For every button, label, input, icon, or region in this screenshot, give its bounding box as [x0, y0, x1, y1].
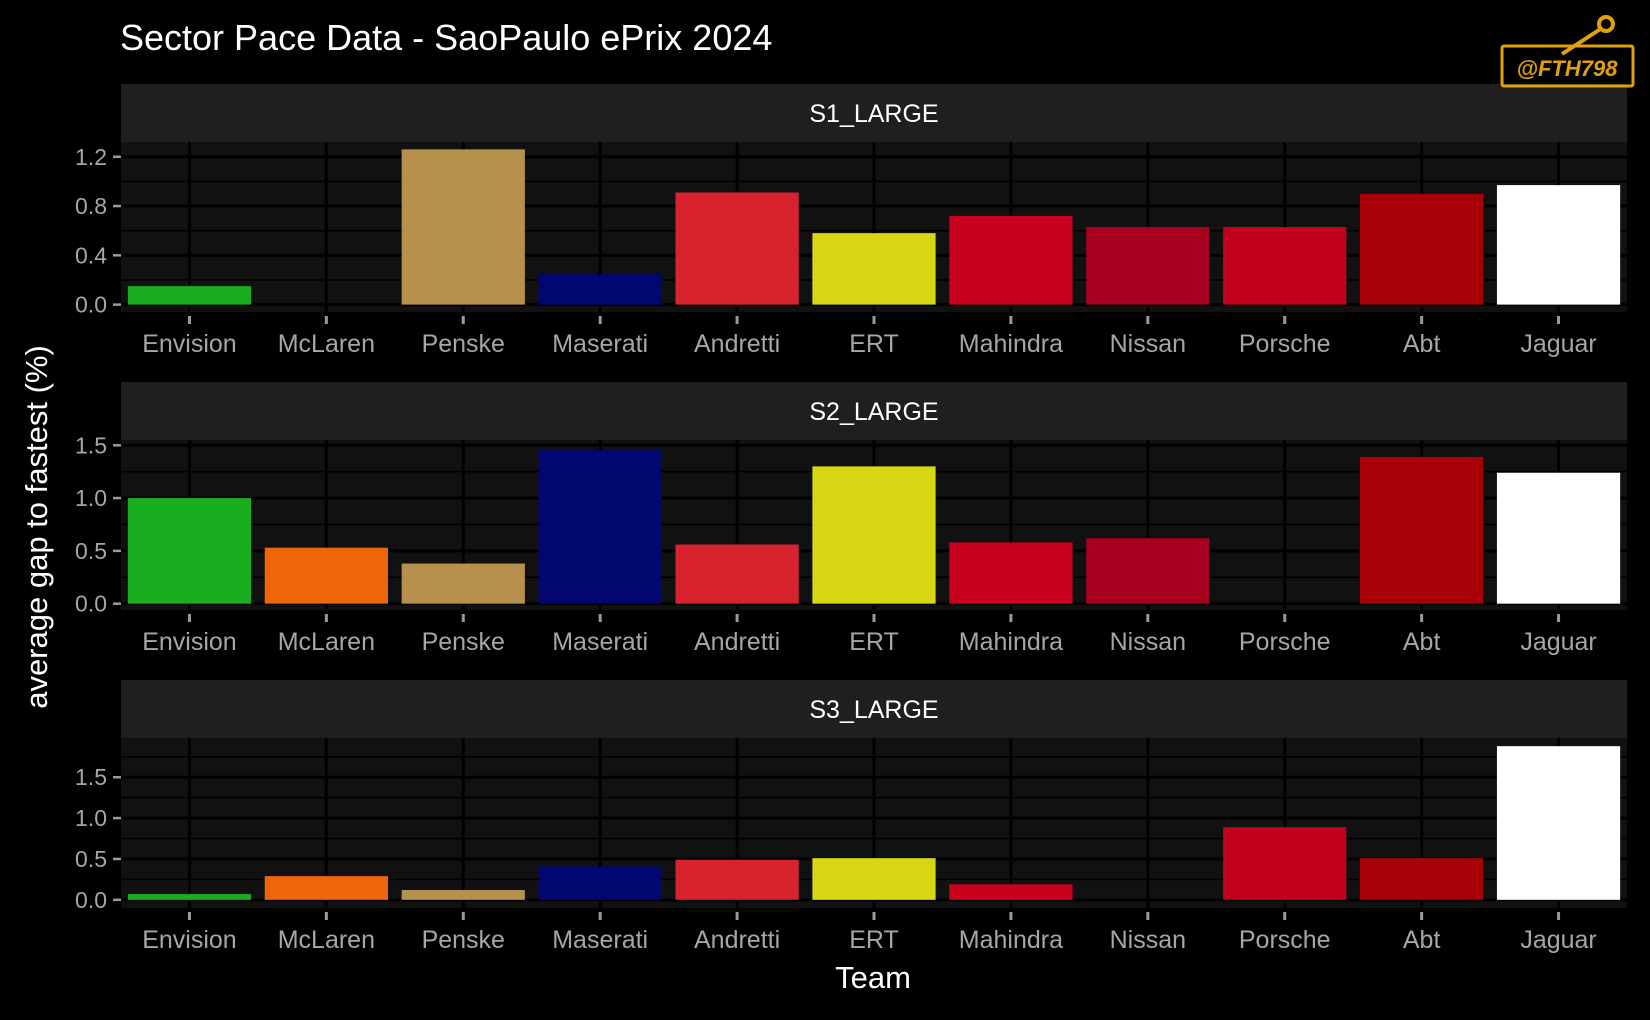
x-tick-label: ERT [849, 330, 899, 358]
bar-mahindra [949, 542, 1073, 604]
x-tick-label: Abt [1403, 926, 1441, 954]
x-tick-label: Maserati [552, 926, 648, 954]
x-tick-label: Abt [1403, 330, 1441, 358]
x-tick-label: Porsche [1239, 628, 1331, 656]
bar-ert [812, 233, 936, 305]
x-tick-label: Maserati [552, 330, 648, 358]
panel-s2_large: S2_LARGE 0.0 0.5 1.0 1.5 Envision McLaren Pensk… [75, 382, 1627, 656]
bar-envision [127, 894, 252, 900]
bar-jaguar [1496, 185, 1621, 305]
bar-abt [1360, 858, 1484, 900]
bar-andretti [675, 544, 799, 604]
panel-strip-label: S1_LARGE [809, 100, 938, 128]
panel-s1_large: S1_LARGE 0.0 0.4 0.8 1.2 Envision McLaren Pensk… [75, 84, 1627, 358]
panel-s3_large: S3_LARGE 0.0 0.5 1.0 1.5 Envision McLaren Pensk… [75, 680, 1627, 954]
x-tick-label: Abt [1403, 628, 1441, 656]
bar-jaguar [1496, 746, 1621, 900]
bar-penske [401, 563, 525, 604]
x-tick-label: ERT [849, 628, 899, 656]
panel-strip [121, 680, 1627, 738]
y-tick-label: 0.0 [75, 292, 107, 318]
watermark-logo: @FTH798 [1500, 15, 1635, 88]
x-tick-label: McLaren [278, 330, 375, 358]
y-tick-label: 1.5 [75, 764, 107, 790]
panel-strip-label: S3_LARGE [809, 696, 938, 724]
bar-maserati [538, 866, 662, 900]
x-tick-label: Maserati [552, 628, 648, 656]
bar-penske [401, 149, 525, 305]
bar-maserati [538, 449, 662, 604]
bar-jaguar [1496, 472, 1621, 604]
x-tick-label: Penske [422, 628, 505, 656]
y-tick-label: 0.5 [75, 846, 107, 872]
x-tick-label: ERT [849, 926, 899, 954]
bar-porsche [1223, 227, 1347, 305]
bar-envision [127, 286, 252, 305]
y-tick-label: 1.0 [75, 805, 107, 831]
bar-abt [1360, 193, 1484, 305]
y-tick-label: 1.5 [75, 432, 107, 458]
x-tick-label: Nissan [1110, 628, 1186, 656]
y-tick-label: 0.0 [75, 591, 107, 617]
y-tick-label: 0.0 [75, 887, 107, 913]
x-tick-label: Andretti [694, 330, 780, 358]
panel-strip [121, 84, 1627, 142]
y-tick-label: 0.5 [75, 538, 107, 564]
bar-andretti [675, 859, 799, 900]
panel-strip [121, 382, 1627, 440]
x-tick-label: Mahindra [959, 330, 1063, 358]
bar-mclaren [264, 547, 388, 604]
bar-nissan [1086, 227, 1210, 305]
y-tick-label: 0.8 [75, 193, 107, 219]
x-tick-label: McLaren [278, 628, 375, 656]
bar-penske [401, 890, 525, 900]
x-tick-label: Porsche [1239, 330, 1331, 358]
x-tick-label: Nissan [1110, 926, 1186, 954]
x-tick-label: Envision [142, 628, 237, 656]
chart-title: Sector Pace Data - SaoPaulo ePrix 2024 [120, 17, 772, 58]
x-tick-label: Andretti [694, 926, 780, 954]
x-tick-label: Jaguar [1520, 926, 1596, 954]
x-axis-title: Team [835, 960, 911, 995]
x-tick-label: Penske [422, 330, 505, 358]
x-tick-label: Penske [422, 926, 505, 954]
y-tick-label: 0.4 [75, 242, 107, 268]
x-tick-label: Jaguar [1520, 330, 1596, 358]
bar-mahindra [949, 884, 1073, 900]
bar-porsche [1223, 827, 1347, 900]
x-tick-label: Nissan [1110, 330, 1186, 358]
bar-nissan [1086, 538, 1210, 604]
bar-mclaren [264, 876, 388, 900]
watermark-text: @FTH798 [1517, 56, 1619, 81]
x-tick-label: Envision [142, 926, 237, 954]
x-tick-label: Mahindra [959, 628, 1063, 656]
x-tick-label: Porsche [1239, 926, 1331, 954]
x-tick-label: Andretti [694, 628, 780, 656]
x-tick-label: Envision [142, 330, 237, 358]
y-axis-title: average gap to fastest (%) [19, 345, 54, 709]
bar-ert [812, 466, 936, 604]
y-tick-label: 1.0 [75, 485, 107, 511]
bar-mahindra [949, 215, 1073, 305]
x-tick-label: Jaguar [1520, 628, 1596, 656]
bar-envision [127, 498, 252, 604]
bar-maserati [538, 273, 662, 305]
bar-andretti [675, 192, 799, 305]
y-tick-label: 1.2 [75, 144, 107, 170]
x-tick-label: Mahindra [959, 926, 1063, 954]
bar-abt [1360, 456, 1484, 604]
x-tick-label: McLaren [278, 926, 375, 954]
panel-strip-label: S2_LARGE [809, 398, 938, 426]
bar-ert [812, 858, 936, 900]
panels: S1_LARGE 0.0 0.4 0.8 1.2 Envision McLaren Pensk… [75, 84, 1627, 954]
